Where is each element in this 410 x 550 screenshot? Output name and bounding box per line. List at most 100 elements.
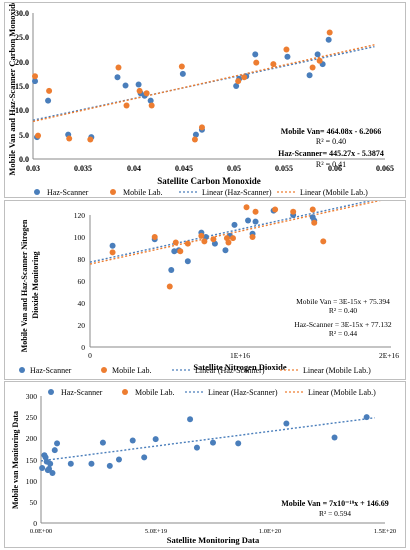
co-point-haz-scanner <box>233 83 240 89</box>
co-point-mobile-lab <box>178 63 185 70</box>
no2-point-mobile-lab <box>184 240 191 247</box>
no2-point-mobile-lab <box>252 208 259 215</box>
co-x-axis-label: Satellite Carbon Monoxide <box>157 176 261 186</box>
no2-chart-panel: 0 20 40 60 80 100 120 0 1E+16 2E+16 Sate… <box>4 200 406 380</box>
no2-r2-haz-scanner: R² = 0.44 <box>329 329 358 338</box>
no2-point-mobile-lab <box>151 234 158 240</box>
no2-legend-label-linear-haz: Linear (Haz-Scanner) <box>195 366 265 375</box>
co-y-tick: 10.0 <box>15 106 29 115</box>
no2-y-tick: 20 <box>78 321 86 330</box>
no2-r2-mobile-van: R² = 0.40 <box>329 306 358 315</box>
co-point-mobile-lab <box>143 90 150 97</box>
co-trendline-haz-scanner <box>32 45 375 121</box>
co-r2-haz-scanner: R² = 0.41 <box>316 160 346 169</box>
monitoring-x-ticks: 0.0E+00 5.0E+19 1.0E+20 1.5E+20 <box>30 528 396 535</box>
monitoring-y-tick: 200 <box>26 434 38 443</box>
co-r2-mobile-van: R² = 0.40 <box>316 137 346 146</box>
monitoring-point-haz-scanner <box>152 436 159 443</box>
monitoring-x-tick: 1.0E+20 <box>259 528 281 535</box>
co-y-tick: 15.0 <box>15 82 29 91</box>
no2-point-mobile-lab <box>309 206 316 213</box>
monitoring-point-haz-scanner <box>47 460 54 467</box>
co-legend-label-haz: Haz-Scanner <box>47 188 89 197</box>
no2-trendlines <box>89 201 381 265</box>
co-x-tick: 0.065 <box>376 164 394 173</box>
monitoring-points <box>39 414 370 477</box>
monitoring-legend-label-linear-haz: Linear (Haz-Scanner) <box>208 388 278 397</box>
co-point-mobile-lab <box>46 87 53 94</box>
no2-y-ticks: 0 20 40 60 80 100 120 <box>74 211 86 352</box>
no2-point-mobile-lab <box>243 204 250 211</box>
co-legend-label-mobile: Mobile Lab. <box>123 188 163 197</box>
no2-legend-label-haz: Haz-Scanner <box>30 366 72 375</box>
co-point-mobile-lab <box>253 59 260 66</box>
co-point-haz-scanner <box>45 97 52 104</box>
no2-point-haz-scanner <box>245 217 252 224</box>
no2-point-haz-scanner <box>184 258 191 265</box>
monitoring-point-haz-scanner <box>54 440 61 447</box>
co-point-mobile-lab <box>191 136 198 143</box>
co-point-mobile-lab <box>270 61 277 68</box>
monitoring-point-haz-scanner <box>141 454 148 461</box>
monitoring-point-haz-scanner <box>363 414 370 421</box>
co-point-mobile-lab <box>123 102 130 109</box>
co-legend-label-linear-haz: Linear (Haz-Scanner) <box>202 188 272 197</box>
monitoring-y-ticks: 0 50 100 150 200 250 300 <box>26 392 38 528</box>
monitoring-point-haz-scanner <box>331 434 338 441</box>
co-legend-label-linear-mobile: Linear (Mobile Lab.) <box>300 188 368 197</box>
co-y-axis-label: Mobile Van and Haz-Scanner Carbon Monoxi… <box>7 3 17 176</box>
monitoring-legend-marker-mobile <box>122 389 128 395</box>
monitoring-point-haz-scanner <box>187 416 194 423</box>
co-point-mobile-lab <box>115 64 122 71</box>
monitoring-legend-label-haz: Haz-Scanner <box>61 388 103 397</box>
no2-point-haz-scanner <box>222 247 229 254</box>
monitoring-point-haz-scanner <box>115 456 122 463</box>
no2-point-mobile-lab <box>320 238 327 245</box>
monitoring-legend-label-linear-mobile: Linear (Mobile Lab.) <box>308 388 376 397</box>
monitoring-x-tick: 1.5E+20 <box>374 528 396 535</box>
co-chart: 0.0 5.0 10.0 15.0 20.0 25.0 30.0 0.03 0.… <box>7 3 394 197</box>
no2-chart: 0 20 40 60 80 100 120 0 1E+16 2E+16 Sate… <box>20 201 399 372</box>
co-trendline-mobile-lab <box>32 44 375 123</box>
monitoring-x-tick: 0.0E+00 <box>30 528 52 535</box>
monitoring-equation-mobile-van: Mobile Van = 7x10⁻¹⁹x + 146.69 <box>281 499 388 508</box>
co-y-tick: 30.0 <box>15 9 29 18</box>
monitoring-y-tick: 100 <box>26 477 38 486</box>
no2-point-mobile-lab <box>229 235 236 242</box>
co-point-haz-scanner <box>32 78 39 85</box>
no2-equation-haz-scanner: Haz-Scanner = 3E-15x + 77.132 <box>294 320 392 329</box>
no2-equations: Mobile Van = 3E-15x + 75.394 R² = 0.40 H… <box>294 297 392 338</box>
co-point-haz-scanner <box>114 74 121 81</box>
no2-trendline-haz-scanner <box>89 201 373 263</box>
co-y-axis-label-text: Mobile Van and Haz-Scanner Carbon Monoxi… <box>7 3 17 176</box>
co-legend: Haz-Scanner Mobile Lab. Linear (Haz-Scan… <box>34 188 368 197</box>
monitoring-point-haz-scanner <box>51 447 58 454</box>
monitoring-legend-marker-haz <box>48 389 54 395</box>
no2-point-mobile-lab <box>210 236 217 243</box>
monitoring-point-haz-scanner <box>129 437 136 444</box>
monitoring-point-haz-scanner <box>210 439 216 446</box>
no2-points <box>109 204 327 290</box>
monitoring-point-haz-scanner <box>88 460 95 467</box>
co-point-mobile-lab <box>283 46 290 53</box>
monitoring-y-axis-label: Mobile van Monitoring Data <box>11 411 20 509</box>
co-point-haz-scanner <box>314 51 321 58</box>
monitoring-point-haz-scanner <box>49 470 56 477</box>
co-equation-mobile-van: Mobile Van= 464.08x - 6.2066 <box>281 127 382 136</box>
no2-y-tick: 100 <box>74 233 86 242</box>
co-legend-marker-mobile <box>110 189 116 195</box>
co-point-haz-scanner <box>306 72 313 79</box>
co-point-mobile-lab <box>326 29 333 36</box>
co-point-mobile-lab <box>87 136 94 143</box>
monitoring-chart: Haz-Scanner Mobile Lab. Linear (Haz-Scan… <box>11 388 396 545</box>
monitoring-y-tick: 250 <box>26 413 38 422</box>
no2-y-tick: 60 <box>78 277 86 286</box>
no2-point-haz-scanner <box>231 221 238 228</box>
no2-point-haz-scanner <box>168 267 175 273</box>
no2-x-tick: 0 <box>88 351 92 360</box>
monitoring-chart-panel: Haz-Scanner Mobile Lab. Linear (Haz-Scan… <box>4 381 406 548</box>
no2-point-mobile-lab <box>201 238 208 245</box>
monitoring-point-haz-scanner <box>235 440 242 447</box>
no2-y-tick: 120 <box>74 211 86 220</box>
no2-y-axis-label-line2: Dioxide Monitoring <box>31 251 40 318</box>
